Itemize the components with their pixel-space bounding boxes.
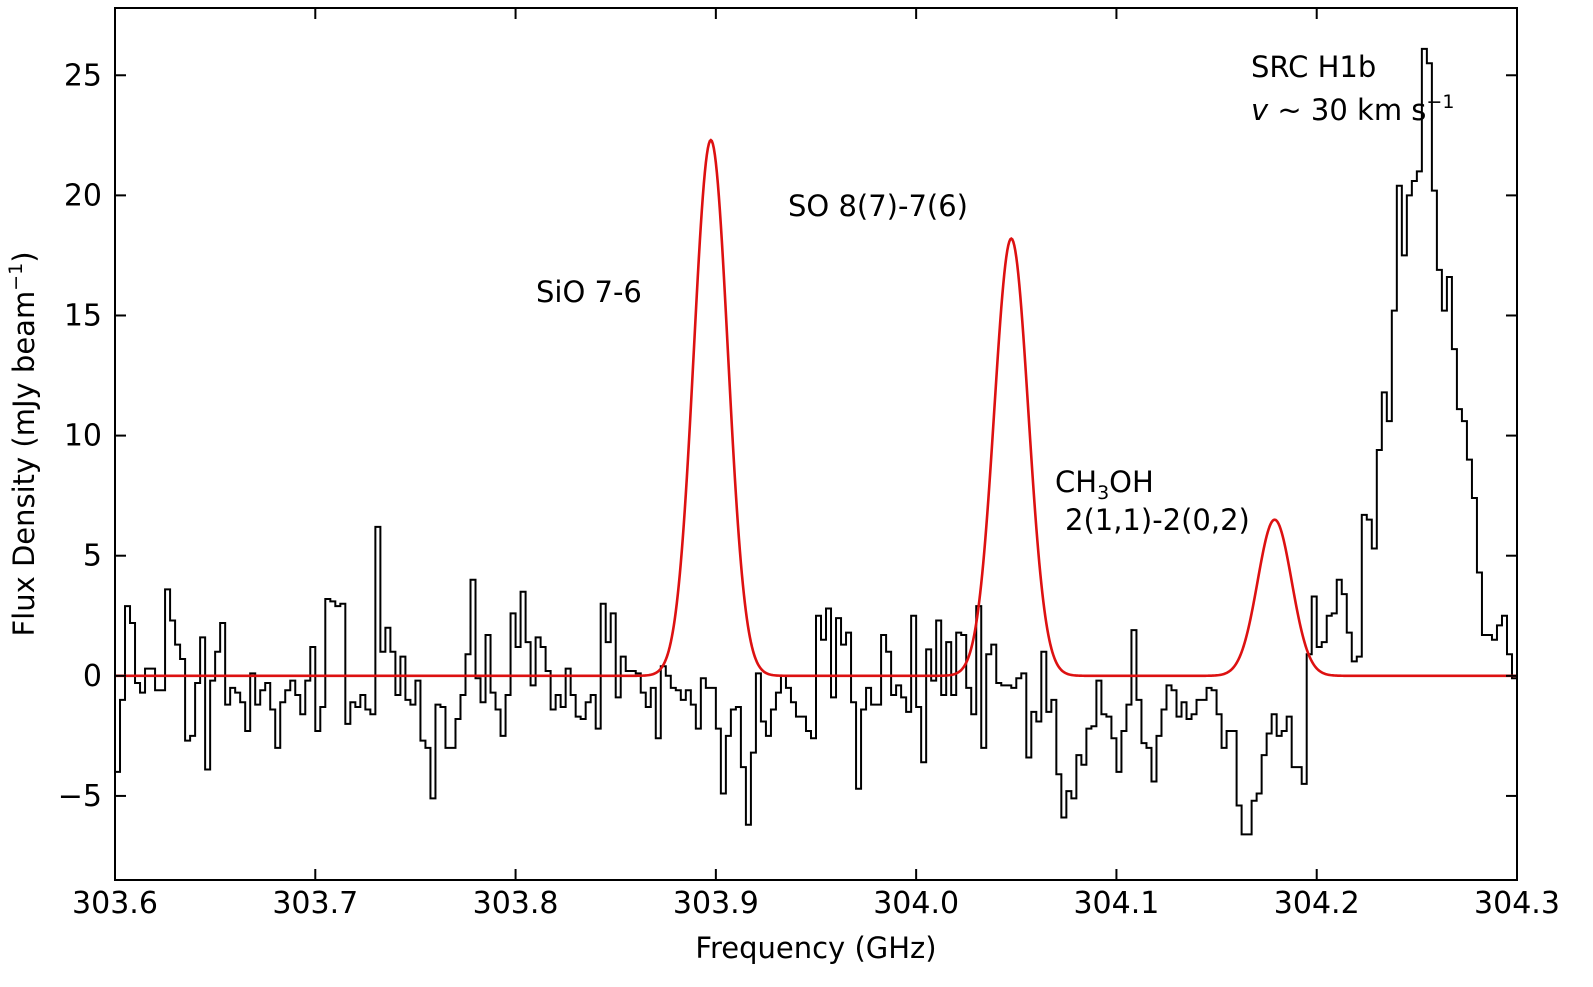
- spectrum-step-line: [115, 47, 1517, 836]
- y-tick-label: 10: [64, 419, 102, 454]
- x-tick-label: 303.9: [673, 886, 759, 921]
- y-tick-label: 25: [64, 58, 102, 93]
- annotation-ch3oh-subscript: 3: [1097, 482, 1109, 504]
- annotation-velocity-exponent: −1: [1426, 91, 1454, 113]
- x-tick-label: 303.7: [272, 886, 358, 921]
- y-axis-title-main: Flux Density (mJy beam: [7, 291, 41, 637]
- plot-frame: [114, 7, 1518, 881]
- y-tick-label: 20: [64, 178, 102, 213]
- y-axis-title-close: ): [7, 251, 41, 262]
- annotation-ch3oh-transition: 2(1,1)-2(0,2): [1065, 503, 1250, 537]
- y-axis-title: Flux Density (mJy beam−1): [5, 251, 41, 636]
- annotation-ch3oh-part2: OH: [1109, 465, 1154, 499]
- x-tick-label: 304.2: [1274, 886, 1360, 921]
- annotation-ch3oh-part1: CH: [1055, 465, 1097, 499]
- x-tick-label: 304.1: [1073, 886, 1159, 921]
- x-tick-label: 304.0: [873, 886, 959, 921]
- y-tick-label: 0: [83, 659, 102, 694]
- y-axis-title-exponent: −1: [5, 263, 27, 291]
- annotation-sio: SiO 7-6: [536, 275, 642, 309]
- tick-labels: 303.6 303.7 303.8 303.9 304.0 304.1 304.2 304.3…: [58, 58, 1560, 921]
- y-tick-label: −5: [58, 779, 102, 814]
- annotation-ch3oh: CH3OH: [1055, 465, 1154, 504]
- x-tick-label: 304.3: [1474, 886, 1560, 921]
- annotation-source: SRC H1b: [1251, 50, 1376, 84]
- annotation-velocity: v ~ 30 km s−1: [1251, 91, 1454, 127]
- x-axis-title: Frequency (GHz): [695, 931, 936, 965]
- y-tick-label: 15: [64, 298, 102, 333]
- y-tick-label: 5: [83, 539, 102, 574]
- annotation-velocity-symbol: v: [1251, 93, 1269, 127]
- annotation-so: SO 8(7)-7(6): [788, 189, 968, 223]
- annotation-velocity-value: ~ 30 km s: [1268, 93, 1426, 127]
- tick-layer: [114, 8, 1518, 880]
- x-tick-label: 303.6: [72, 886, 158, 921]
- gaussian-fit-line: [115, 138, 1517, 678]
- x-tick-label: 303.8: [473, 886, 559, 921]
- plot-layer: [115, 47, 1517, 836]
